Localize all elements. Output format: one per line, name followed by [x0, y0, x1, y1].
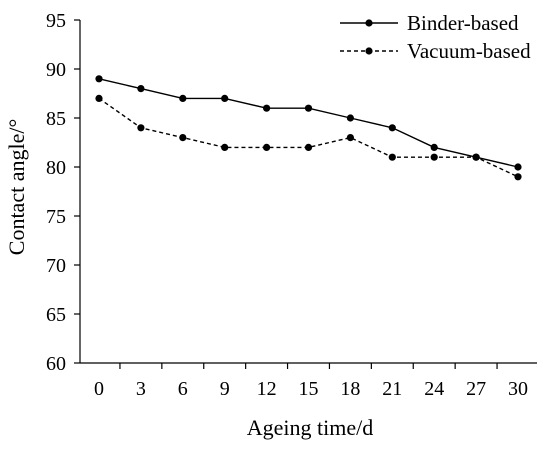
y-tick-label: 85 — [46, 108, 66, 130]
data-point — [263, 143, 271, 151]
legend: Binder-based Vacuum-based — [340, 11, 531, 63]
data-point — [221, 143, 229, 151]
data-point — [137, 85, 145, 93]
data-point — [179, 134, 187, 142]
legend-item: Binder-based — [340, 11, 519, 35]
series-line — [98, 78, 519, 168]
data-point — [304, 104, 313, 112]
data-point — [137, 124, 145, 132]
x-tick-label: 3 — [136, 378, 146, 400]
series-layer — [95, 75, 522, 181]
legend-label: Vacuum-based — [407, 39, 531, 63]
data-point — [221, 94, 229, 102]
legend-marker — [365, 19, 373, 27]
data-point — [430, 143, 438, 151]
y-tick-label: 95 — [46, 10, 66, 32]
x-tick-label: 21 — [382, 378, 402, 400]
x-tick-label: 27 — [466, 378, 486, 400]
data-point — [95, 94, 103, 102]
y-axis-title: Contact angle/° — [4, 119, 29, 255]
series-line — [98, 97, 519, 178]
data-point — [388, 124, 396, 132]
y-tick-label: 90 — [46, 59, 66, 81]
data-point — [179, 94, 187, 102]
x-tick-label: 24 — [424, 378, 444, 400]
data-point — [514, 163, 522, 171]
y-tick-label: 60 — [46, 353, 66, 375]
data-point — [430, 153, 438, 161]
x-tick-label: 18 — [340, 378, 360, 400]
ticks: 60 65 70 75 80 85 90 95 0 3 6 9 12 15 18 21 24 27 30 — [46, 10, 528, 400]
series-vacuum-based — [95, 94, 522, 181]
data-point — [514, 173, 522, 181]
data-point — [472, 153, 480, 161]
data-point — [346, 134, 354, 142]
series-binder-based — [95, 75, 522, 171]
y-tick-label: 75 — [46, 206, 66, 228]
data-point — [263, 104, 271, 112]
legend-label: Binder-based — [407, 11, 519, 35]
x-tick-label: 6 — [178, 378, 188, 400]
x-tick-label: 12 — [257, 378, 277, 400]
x-tick-label: 9 — [220, 378, 230, 400]
data-point — [304, 143, 313, 151]
x-tick-label: 0 — [94, 378, 104, 400]
data-point — [95, 75, 103, 83]
x-tick-label: 15 — [299, 378, 319, 400]
legend-marker — [365, 47, 373, 55]
legend-item: Vacuum-based — [340, 39, 531, 63]
x-tick-label: 30 — [508, 378, 528, 400]
y-tick-label: 65 — [46, 304, 66, 326]
data-point — [388, 153, 396, 161]
y-tick-label: 80 — [46, 157, 66, 179]
axes — [79, 20, 537, 364]
x-axis-title: Ageing time/d — [247, 415, 373, 440]
data-point — [346, 114, 354, 122]
y-tick-label: 70 — [46, 255, 66, 277]
